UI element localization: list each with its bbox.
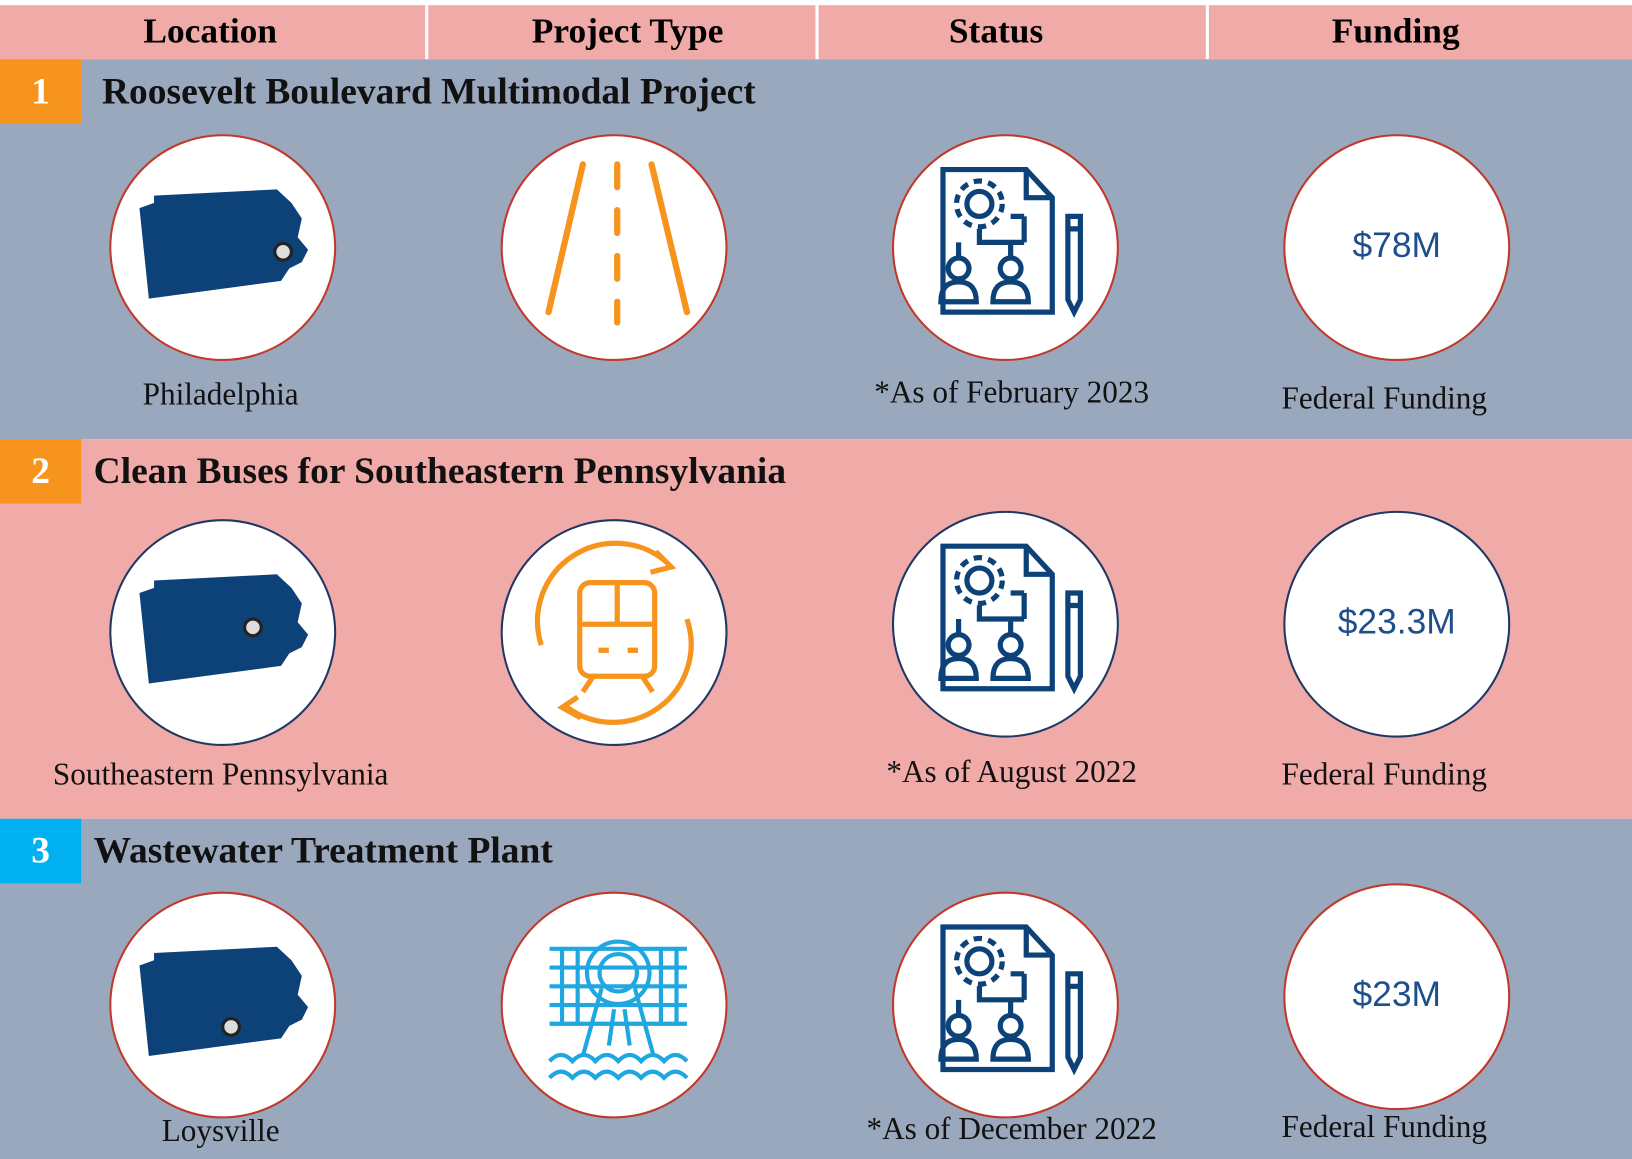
location: Southeastern Pennsylvania (53, 756, 389, 791)
location-dot (243, 617, 263, 638)
column-header: Project Type (532, 10, 724, 50)
project-number: 1 (31, 71, 50, 112)
column-header: Location (143, 10, 277, 50)
location-dot (273, 241, 293, 262)
icon-circle (500, 519, 728, 746)
wastewater-icon (548, 939, 689, 1081)
number-box (0, 818, 82, 884)
funding-label: Federal Funding (1282, 1109, 1487, 1144)
status: *As of August 2022 (886, 754, 1137, 789)
location: Loysville (162, 1113, 280, 1148)
icon-circle (1283, 510, 1511, 738)
funding-amount: $78M (1353, 226, 1442, 265)
location: Philadelphia (143, 377, 299, 412)
icon-circle (1283, 883, 1511, 1111)
status: *As of December 2022 (867, 1111, 1157, 1146)
project-number: 2 (31, 451, 50, 492)
column-header: Funding (1332, 10, 1460, 50)
status: *As of February 2023 (874, 375, 1149, 410)
column-header: Status (949, 10, 1043, 50)
funding-label: Federal Funding (1282, 756, 1487, 791)
project-title: Roosevelt Boulevard Multimodal Project (102, 71, 756, 112)
road-icon (545, 161, 691, 326)
bus-icon (534, 540, 694, 725)
funding-amount: $23M (1353, 975, 1442, 1014)
location-dot (221, 1016, 241, 1037)
funding-label: Federal Funding (1282, 381, 1487, 416)
number-box (0, 439, 82, 504)
number-box (0, 59, 82, 124)
project-title: Clean Buses for Southeastern Pennsylvani… (94, 451, 787, 492)
icon-circle (500, 134, 728, 362)
icons (139, 161, 1080, 1081)
icon-circle (1283, 134, 1511, 362)
project-number: 3 (31, 831, 50, 872)
funding-amount: $23.3M (1338, 603, 1456, 642)
project-title: Wastewater Treatment Plant (94, 831, 554, 872)
